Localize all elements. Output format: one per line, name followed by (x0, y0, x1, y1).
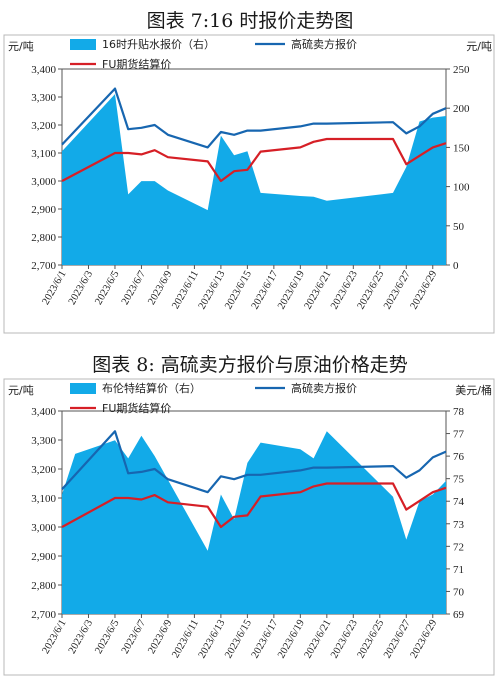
chart-7-ytick-label: 3,400 (31, 64, 56, 76)
chart-7-legend-label: 高硫卖方报价 (291, 37, 357, 51)
chart-7-y2tick-label: 200 (453, 103, 470, 115)
chart-7-title: 图表 7:16 时报价走势图 (146, 10, 354, 32)
chart-8-y2tick-label: 77 (453, 429, 465, 441)
chart-7-y2tick-label: 50 (453, 221, 465, 233)
chart-8-xtick-label: 2023/6/1 (40, 618, 68, 656)
chart-7-xtick-label: 2023/6/1 (40, 269, 68, 307)
chart-7-y2tick-label: 0 (453, 260, 459, 272)
chart-7-ytick-label: 3,000 (31, 176, 56, 188)
chart-8-xtick-label: 2023/6/9 (146, 618, 174, 656)
chart-7-series-area (62, 94, 446, 265)
chart-7-xtick-label: 2023/6/29 (409, 269, 440, 311)
chart-8-right-unit: 美元/桶 (455, 383, 492, 397)
chart-8-xtick-label: 2023/6/7 (120, 618, 148, 656)
chart-8-left-unit: 元/吨 (8, 384, 34, 397)
chart-8-ytick-label: 2,900 (31, 551, 56, 563)
chart-7-series-hs-offer-line (61, 87, 447, 149)
chart-7-frame (3, 34, 495, 334)
chart-7-xtick-label: 2023/6/9 (146, 269, 174, 307)
chart-7-ytick-label: 2,700 (31, 260, 56, 272)
chart-7-legend-label: FU期货结算价 (102, 57, 171, 71)
chart-8-legend-label: 高硫卖方报价 (291, 381, 357, 395)
chart-8-series-area (62, 431, 446, 614)
chart-7-ytick-label: 3,100 (31, 148, 56, 160)
chart-8-ytick-label: 3,200 (31, 464, 56, 476)
chart-8-xtick-label: 2023/6/3 (67, 618, 95, 656)
chart-8-series-hs-offer-line (61, 430, 447, 494)
chart-7-xtick-label: 2023/6/7 (120, 269, 148, 307)
chart-8-ytick-label: 3,400 (31, 406, 56, 418)
chart-8-panel: 图表 8: 高硫卖方报价与原油价格走势 3,400 3,300 3,200 3,100… (0, 340, 500, 680)
chart-7-legend-label: 16时升贴水报价（右） (102, 37, 215, 51)
chart-8-legend-label: 布伦特结算价（右） (102, 381, 201, 395)
chart-8-y2tick-label: 76 (453, 451, 465, 463)
chart-8-ytick-label: 3,000 (31, 522, 56, 534)
chart-8-legend-swatch (70, 383, 96, 394)
chart-7-panel: 图表 7:16 时报价走势图 3,400 3,300 3,200 3,100 3,000… (3, 10, 495, 334)
chart-7-y2tick-label: 100 (453, 182, 470, 194)
chart-8-ytick-label: 2,800 (31, 580, 56, 592)
chart-7-ytick-label: 2,900 (31, 204, 56, 216)
chart-8-y2tick-label: 74 (453, 496, 465, 508)
chart-8-title: 图表 8: 高硫卖方报价与原油价格走势 (92, 354, 408, 376)
chart-8-ytick-label: 3,300 (31, 435, 56, 447)
chart-8-y2tick-label: 75 (453, 474, 465, 486)
chart-7-left-unit: 元/吨 (8, 40, 34, 53)
chart-8-svg: 3,400 3,300 3,200 3,100 3,000 2,900 2,800 2,700… (3, 378, 495, 676)
chart-7-y2tick-label: 250 (453, 64, 470, 76)
chart-8-y2tick-label: 73 (453, 519, 465, 531)
chart-8-y2tick-label: 70 (453, 586, 465, 598)
chart-7-ytick-label: 2,800 (31, 232, 56, 244)
chart-7-y2tick-label: 150 (453, 142, 470, 154)
chart-8-frame (3, 378, 495, 676)
chart-7-xtick-label: 2023/6/3 (67, 269, 95, 307)
chart-7-right-unit: 元/吨 (466, 40, 492, 53)
chart-7-legend-swatch (70, 39, 96, 50)
chart-7-ytick-label: 3,200 (31, 120, 56, 132)
chart-8-legend-label: FU期货结算价 (102, 401, 171, 415)
chart-8-xtick-label: 2023/6/5 (93, 618, 121, 656)
chart-8-y2tick-label: 78 (453, 406, 465, 418)
chart-8-ytick-label: 3,100 (31, 493, 56, 505)
chart-7-svg: 3,400 3,300 3,200 3,100 3,000 2,900 2,800 2,700… (3, 34, 495, 334)
chart-8-series-fu-settle-line (61, 482, 447, 529)
chart-8-y2tick-label: 71 (453, 564, 464, 576)
chart-8-ytick-label: 2,700 (31, 609, 56, 621)
chart-8-y2tick-label: 69 (453, 609, 465, 621)
chart-8-xtick-label: 2023/6/29 (409, 618, 440, 660)
chart-8-y2tick-label: 72 (453, 541, 464, 553)
chart-7-xtick-label: 2023/6/5 (93, 269, 121, 307)
chart-7-series-fu-settle-line (61, 137, 447, 183)
chart-7-ytick-label: 3,300 (31, 92, 56, 104)
